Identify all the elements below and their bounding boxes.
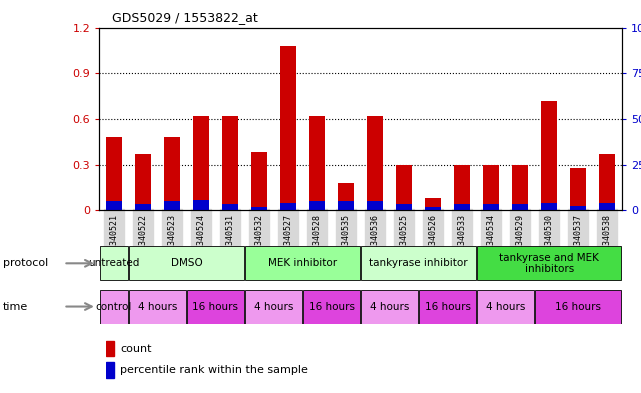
Bar <box>135 204 151 210</box>
Bar <box>599 154 615 210</box>
Bar <box>251 207 267 210</box>
Bar <box>303 290 360 323</box>
Bar <box>512 165 528 210</box>
Bar <box>245 290 302 323</box>
Bar <box>367 201 383 210</box>
Bar <box>193 200 209 210</box>
Bar <box>193 116 209 210</box>
Bar <box>106 201 122 210</box>
Bar <box>309 116 325 210</box>
Bar <box>367 116 383 210</box>
Text: 16 hours: 16 hours <box>192 301 238 312</box>
Bar <box>309 201 325 210</box>
Text: 16 hours: 16 hours <box>555 301 601 312</box>
Bar <box>478 290 534 323</box>
Bar <box>512 204 528 210</box>
Bar <box>396 165 412 210</box>
Bar <box>338 201 354 210</box>
Text: 16 hours: 16 hours <box>308 301 354 312</box>
Text: 4 hours: 4 hours <box>138 301 177 312</box>
Text: 16 hours: 16 hours <box>424 301 470 312</box>
Bar <box>251 152 267 210</box>
Bar <box>135 154 151 210</box>
Text: protocol: protocol <box>3 258 49 268</box>
Text: 4 hours: 4 hours <box>370 301 409 312</box>
Bar <box>454 165 470 210</box>
Bar <box>396 204 412 210</box>
Bar <box>535 290 621 323</box>
Text: untreated: untreated <box>88 258 140 268</box>
Bar <box>164 201 180 210</box>
Bar <box>245 246 360 280</box>
Bar <box>100 290 128 323</box>
Bar <box>483 204 499 210</box>
Text: tankyrase inhibitor: tankyrase inhibitor <box>369 258 468 268</box>
Text: 4 hours: 4 hours <box>254 301 293 312</box>
Bar <box>570 167 587 210</box>
Bar <box>100 246 128 280</box>
Bar <box>361 246 476 280</box>
Bar <box>106 137 122 210</box>
Bar <box>425 198 441 210</box>
Bar <box>425 207 441 210</box>
Bar <box>541 101 557 210</box>
Text: count: count <box>121 344 152 354</box>
Bar <box>106 362 114 378</box>
Bar <box>222 204 238 210</box>
Bar <box>187 290 244 323</box>
Text: percentile rank within the sample: percentile rank within the sample <box>121 365 308 375</box>
Text: control: control <box>96 301 132 312</box>
Bar <box>338 183 354 210</box>
Text: DMSO: DMSO <box>171 258 203 268</box>
Bar <box>570 206 587 210</box>
Bar <box>454 204 470 210</box>
Bar <box>541 203 557 210</box>
Bar <box>361 290 418 323</box>
Text: tankyrase and MEK
inhibitors: tankyrase and MEK inhibitors <box>499 253 599 274</box>
Text: MEK inhibitor: MEK inhibitor <box>268 258 337 268</box>
Bar <box>164 137 180 210</box>
Bar <box>106 341 114 356</box>
Bar <box>478 246 621 280</box>
Text: GDS5029 / 1553822_at: GDS5029 / 1553822_at <box>112 11 258 24</box>
Text: 4 hours: 4 hours <box>486 301 526 312</box>
Bar <box>280 203 296 210</box>
Bar <box>599 203 615 210</box>
Bar <box>483 165 499 210</box>
Bar <box>222 116 238 210</box>
Bar <box>129 290 186 323</box>
Text: time: time <box>3 301 28 312</box>
Bar <box>280 46 296 210</box>
Bar <box>419 290 476 323</box>
Bar <box>129 246 244 280</box>
